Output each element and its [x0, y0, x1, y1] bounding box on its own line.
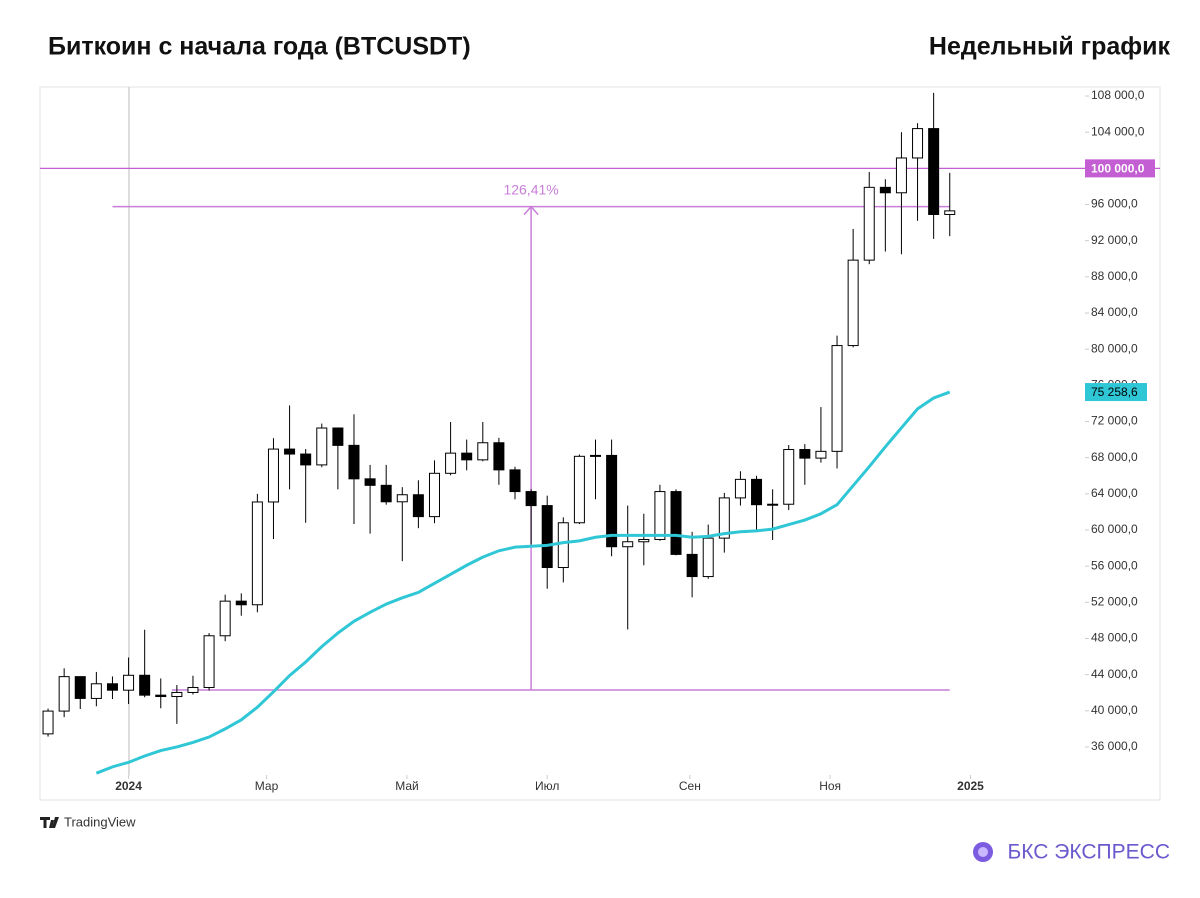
candle-body	[767, 503, 779, 506]
candle-body	[928, 128, 940, 215]
candle-body	[670, 491, 682, 555]
candle-body	[445, 452, 457, 474]
x-tick-label: Июл	[535, 779, 559, 793]
brand-logo-inner	[978, 847, 988, 857]
candle-body	[622, 541, 634, 548]
y-tick-label: 108 000,0	[1091, 88, 1145, 102]
candle-body	[380, 484, 392, 503]
candle-body	[606, 454, 618, 548]
y-tick-label: 68 000,0	[1091, 450, 1138, 464]
x-tick-label: 2025	[957, 779, 984, 793]
candle-body	[284, 448, 296, 455]
y-tick-label: 44 000,0	[1091, 667, 1138, 681]
y-tick-label: 60 000,0	[1091, 522, 1138, 536]
y-tick-label: 92 000,0	[1091, 233, 1138, 247]
moving-average	[95, 390, 951, 775]
candle-body	[783, 449, 795, 505]
candle-body	[187, 686, 199, 693]
candle-body	[42, 710, 54, 735]
candle-body	[638, 538, 650, 543]
candle-body	[348, 444, 360, 480]
candle-body	[219, 600, 231, 637]
candle-body	[654, 491, 666, 540]
y-tick-label: 96 000,0	[1091, 197, 1138, 211]
candle-body	[734, 478, 746, 499]
ma-badge	[1085, 383, 1147, 402]
candle-body	[90, 683, 102, 699]
x-tick-label: Май	[395, 779, 419, 793]
candle-body	[799, 449, 811, 459]
candle-body	[74, 676, 86, 699]
candle-body	[267, 448, 279, 503]
y-tick-label: 84 000,0	[1091, 305, 1138, 319]
candle-body	[912, 128, 924, 159]
y-tick-label: 36 000,0	[1091, 739, 1138, 753]
candle-body	[541, 505, 553, 569]
candle-body	[686, 553, 698, 578]
candle-body	[477, 442, 489, 461]
y-tick-label: 104 000,0	[1091, 124, 1145, 138]
y-tick-label: 72 000,0	[1091, 414, 1138, 428]
chart-subtitle: Недельный график	[929, 33, 1171, 61]
candle-body	[316, 427, 328, 466]
candle-body	[718, 497, 730, 539]
y-tick-label: 88 000,0	[1091, 269, 1138, 283]
candle-body	[493, 442, 505, 471]
plot-frame	[39, 86, 1161, 801]
level-label: 100 000,0	[1091, 162, 1145, 176]
candle-body	[944, 210, 956, 215]
candle-body	[509, 469, 521, 493]
y-tick-label: 56 000,0	[1091, 558, 1138, 572]
source: TradingView	[64, 814, 136, 829]
candle-body	[396, 494, 408, 503]
candle-body	[751, 478, 763, 506]
candle-body	[412, 494, 424, 518]
candle-body	[139, 674, 151, 696]
candle-body	[364, 478, 376, 486]
candle-body	[879, 186, 891, 194]
arrow-head	[523, 205, 539, 216]
x-tick-label: 2024	[115, 779, 142, 793]
candle-body	[58, 676, 70, 712]
candle-body	[461, 452, 473, 461]
candle-body	[847, 259, 859, 347]
y-tick-label: 48 000,0	[1091, 631, 1138, 645]
x-tick-label: Мар	[255, 779, 279, 793]
candle-body	[428, 472, 440, 518]
candle-body	[590, 454, 602, 457]
x-tick-label: Ноя	[819, 779, 841, 793]
y-tick-label: 40 000,0	[1091, 703, 1138, 717]
candle-body	[203, 635, 215, 688]
y-tick-label: 52 000,0	[1091, 594, 1138, 608]
candle-body	[106, 683, 118, 691]
chart-title: Биткоин с начала года (BTCUSDT)	[48, 33, 471, 61]
candle-body	[557, 522, 569, 569]
y-tick-label: 64 000,0	[1091, 486, 1138, 500]
candle-body	[831, 345, 843, 452]
level-badge	[1085, 159, 1155, 178]
candle-body	[171, 691, 183, 698]
y-tick-label: 80 000,0	[1091, 341, 1138, 355]
candle-body	[525, 491, 537, 507]
candle-body	[251, 501, 263, 606]
candle-body	[702, 537, 714, 578]
measure-label: 126,41%	[503, 181, 558, 197]
candle-body	[815, 450, 827, 459]
candle-body	[300, 453, 312, 466]
x-tick-label: Сен	[679, 779, 701, 793]
brand: БКС ЭКСПРЕСС	[1008, 841, 1170, 864]
candle-body	[155, 694, 167, 698]
candle-body	[895, 157, 907, 194]
ma-label: 75 258,6	[1091, 385, 1138, 399]
candle-body	[235, 600, 247, 606]
candle-body	[332, 427, 344, 446]
candle-body	[863, 186, 875, 261]
candle-body	[573, 455, 585, 524]
candle-body	[123, 674, 135, 691]
tradingview-logo	[40, 817, 59, 828]
